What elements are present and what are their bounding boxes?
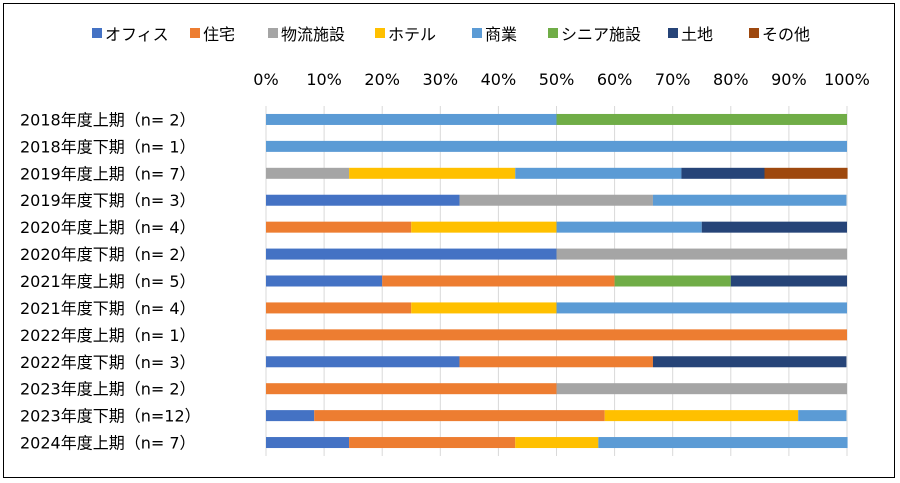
x-axis-tick-labels: 0% 10% 20% 30% 40% 50% 60% 70% 80% 90% 100% bbox=[253, 70, 870, 89]
bar-segment bbox=[411, 302, 557, 314]
bar-segment bbox=[556, 221, 702, 233]
legend-item: 物流施設 bbox=[268, 25, 345, 44]
category-label: 2020年度下期（n= 2） bbox=[20, 245, 196, 264]
bar-segment bbox=[598, 437, 848, 449]
chart-bars bbox=[266, 113, 848, 449]
bar-segment bbox=[382, 275, 615, 287]
legend-label: 土地 bbox=[681, 25, 713, 44]
bar-segment bbox=[266, 302, 412, 314]
category-label: 2019年度下期（n= 3） bbox=[20, 191, 196, 210]
bar-segment bbox=[266, 140, 847, 152]
category-label: 2021年度上期（n= 5） bbox=[20, 272, 196, 291]
bar-segment bbox=[266, 194, 460, 206]
bar-segment bbox=[556, 248, 847, 260]
legend-label: 住宅 bbox=[203, 25, 235, 44]
legend-label: その他 bbox=[762, 25, 810, 44]
category-label: 2021年度下期（n= 4） bbox=[20, 299, 196, 318]
legend-swatch bbox=[92, 28, 102, 38]
legend-item: その他 bbox=[749, 25, 810, 44]
bar-segment bbox=[556, 113, 847, 125]
bar-segment bbox=[652, 356, 847, 368]
category-label: 2023年度上期（n= 2） bbox=[20, 380, 196, 399]
legend-label: オフィス bbox=[105, 25, 169, 44]
bar-segment bbox=[681, 167, 765, 179]
bar-segment bbox=[266, 437, 350, 449]
bar-segment bbox=[459, 356, 653, 368]
bar-segment bbox=[556, 383, 847, 395]
bar-segment bbox=[411, 221, 557, 233]
legend-item: オフィス bbox=[92, 25, 169, 44]
bar-segment bbox=[266, 221, 412, 233]
legend-label: 物流施設 bbox=[281, 25, 345, 44]
legend-item: 住宅 bbox=[190, 25, 235, 44]
legend-swatch bbox=[472, 28, 482, 38]
x-tick-label: 90% bbox=[771, 70, 807, 89]
bar-segment bbox=[652, 194, 847, 206]
bar-segment bbox=[314, 410, 605, 422]
bar-segment bbox=[266, 383, 557, 395]
legend-label: ホテル bbox=[388, 25, 436, 44]
chart-frame bbox=[3, 3, 895, 478]
legend-item: ホテル bbox=[375, 25, 436, 44]
legend-item: 商業 bbox=[472, 25, 517, 44]
x-tick-label: 100% bbox=[824, 70, 870, 89]
bar-segment bbox=[515, 437, 599, 449]
bar-segment bbox=[701, 221, 847, 233]
bar-segment bbox=[266, 329, 847, 341]
bar-segment bbox=[459, 194, 653, 206]
y-axis-category-labels: 2018年度上期（n= 2） 2018年度下期（n= 1） 2019年度上期（n= … bbox=[20, 110, 201, 452]
bar-segment bbox=[266, 410, 315, 422]
category-label: 2022年度下期（n= 3） bbox=[20, 353, 196, 372]
bar-segment bbox=[614, 275, 731, 287]
legend-item: 土地 bbox=[668, 25, 713, 44]
category-label: 2020年度上期（n= 4） bbox=[20, 218, 196, 237]
legend-swatch bbox=[268, 28, 278, 38]
bar-segment bbox=[266, 167, 350, 179]
bar-segment bbox=[764, 167, 848, 179]
category-label: 2018年度上期（n= 2） bbox=[20, 110, 196, 129]
category-label: 2018年度下期（n= 1） bbox=[20, 137, 196, 156]
bar-segment bbox=[266, 248, 557, 260]
legend-swatch bbox=[668, 28, 678, 38]
category-label: 2023年度下期（n=12） bbox=[20, 407, 201, 426]
legend-swatch bbox=[375, 28, 385, 38]
x-tick-label: 30% bbox=[423, 70, 459, 89]
x-tick-label: 70% bbox=[655, 70, 691, 89]
x-tick-label: 50% bbox=[539, 70, 575, 89]
category-label: 2024年度上期（n= 7） bbox=[20, 434, 196, 453]
legend-swatch bbox=[749, 28, 759, 38]
bar-segment bbox=[604, 410, 799, 422]
chart-legend: オフィス 住宅 物流施設 ホテル 商業 シニア施設 土地 その他 bbox=[92, 25, 810, 44]
bar-segment bbox=[515, 167, 682, 179]
bar-segment bbox=[798, 410, 847, 422]
category-label: 2022年度上期（n= 1） bbox=[20, 326, 196, 345]
legend-label: 商業 bbox=[485, 25, 517, 44]
bar-segment bbox=[266, 275, 383, 287]
legend-item: シニア施設 bbox=[548, 25, 641, 44]
x-tick-label: 40% bbox=[481, 70, 517, 89]
legend-swatch bbox=[548, 28, 558, 38]
legend-swatch bbox=[190, 28, 200, 38]
bar-segment bbox=[556, 302, 847, 314]
x-tick-label: 10% bbox=[306, 70, 342, 89]
bar-segment bbox=[730, 275, 847, 287]
x-tick-label: 20% bbox=[364, 70, 400, 89]
bar-segment bbox=[266, 356, 460, 368]
bar-segment bbox=[349, 167, 516, 179]
bar-segment bbox=[349, 437, 516, 449]
legend-label: シニア施設 bbox=[561, 25, 641, 44]
x-tick-label: 0% bbox=[253, 70, 278, 89]
category-label: 2019年度上期（n= 7） bbox=[20, 164, 196, 183]
x-tick-label: 80% bbox=[713, 70, 749, 89]
bar-segment bbox=[266, 113, 557, 125]
x-tick-label: 60% bbox=[597, 70, 633, 89]
